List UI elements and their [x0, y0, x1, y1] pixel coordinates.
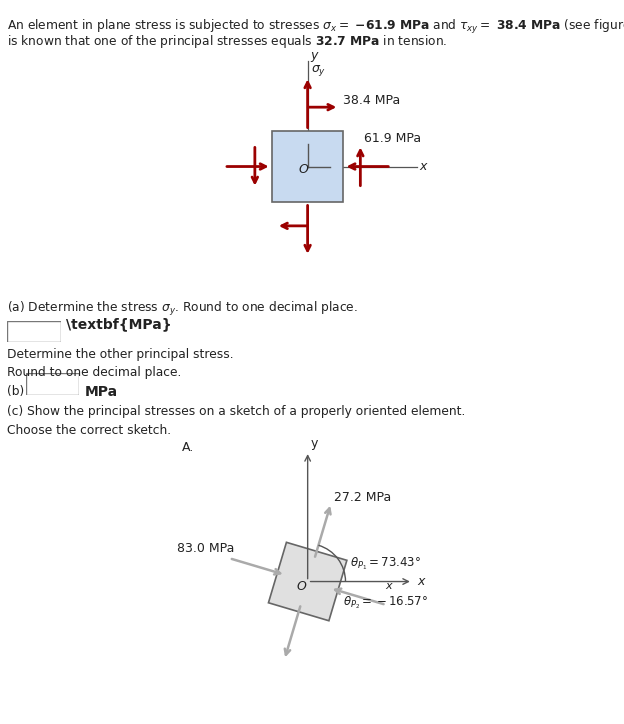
- Text: \textbf{MPa}: \textbf{MPa}: [66, 317, 172, 332]
- Text: (c) Show the principal stresses on a sketch of a properly oriented element.: (c) Show the principal stresses on a ske…: [7, 405, 466, 418]
- Text: $\theta_{P_1} = 73.43°$: $\theta_{P_1} = 73.43°$: [349, 556, 421, 573]
- Text: Round to one decimal place.: Round to one decimal place.: [7, 366, 182, 379]
- Bar: [273, 131, 343, 202]
- Text: MPa: MPa: [85, 385, 118, 399]
- Text: $\sigma_y$: $\sigma_y$: [311, 63, 326, 78]
- Text: Determine the other principal stress.: Determine the other principal stress.: [7, 348, 234, 361]
- Text: x: x: [386, 581, 392, 591]
- Text: x: x: [420, 159, 427, 172]
- Text: x: x: [417, 575, 424, 588]
- Text: y: y: [311, 49, 318, 62]
- Text: An element in plane stress is subjected to stresses $\sigma_x =$ $\mathbf{-61.9\: An element in plane stress is subjected …: [7, 18, 624, 36]
- Text: $O$: $O$: [296, 580, 307, 593]
- Text: $\theta_{P_2} = -16.57°$: $\theta_{P_2} = -16.57°$: [343, 595, 428, 612]
- Text: is known that one of the principal stresses equals $\mathbf{32.7\ MPa}$ in tensi: is known that one of the principal stres…: [7, 33, 448, 49]
- Text: $O$: $O$: [298, 163, 310, 176]
- Text: 27.2 MPa: 27.2 MPa: [334, 491, 392, 504]
- Text: y: y: [310, 437, 318, 450]
- Text: 83.0 MPa: 83.0 MPa: [177, 542, 234, 555]
- Text: (b): (b): [7, 385, 25, 398]
- Text: Choose the correct sketch.: Choose the correct sketch.: [7, 424, 172, 437]
- Text: A.: A.: [182, 441, 194, 454]
- Text: 38.4 MPa: 38.4 MPa: [343, 93, 400, 106]
- Text: (a) Determine the stress $\sigma_y$. Round to one decimal place.: (a) Determine the stress $\sigma_y$. Rou…: [7, 300, 358, 319]
- Polygon shape: [268, 542, 347, 620]
- Text: 61.9 MPa: 61.9 MPa: [364, 132, 421, 146]
